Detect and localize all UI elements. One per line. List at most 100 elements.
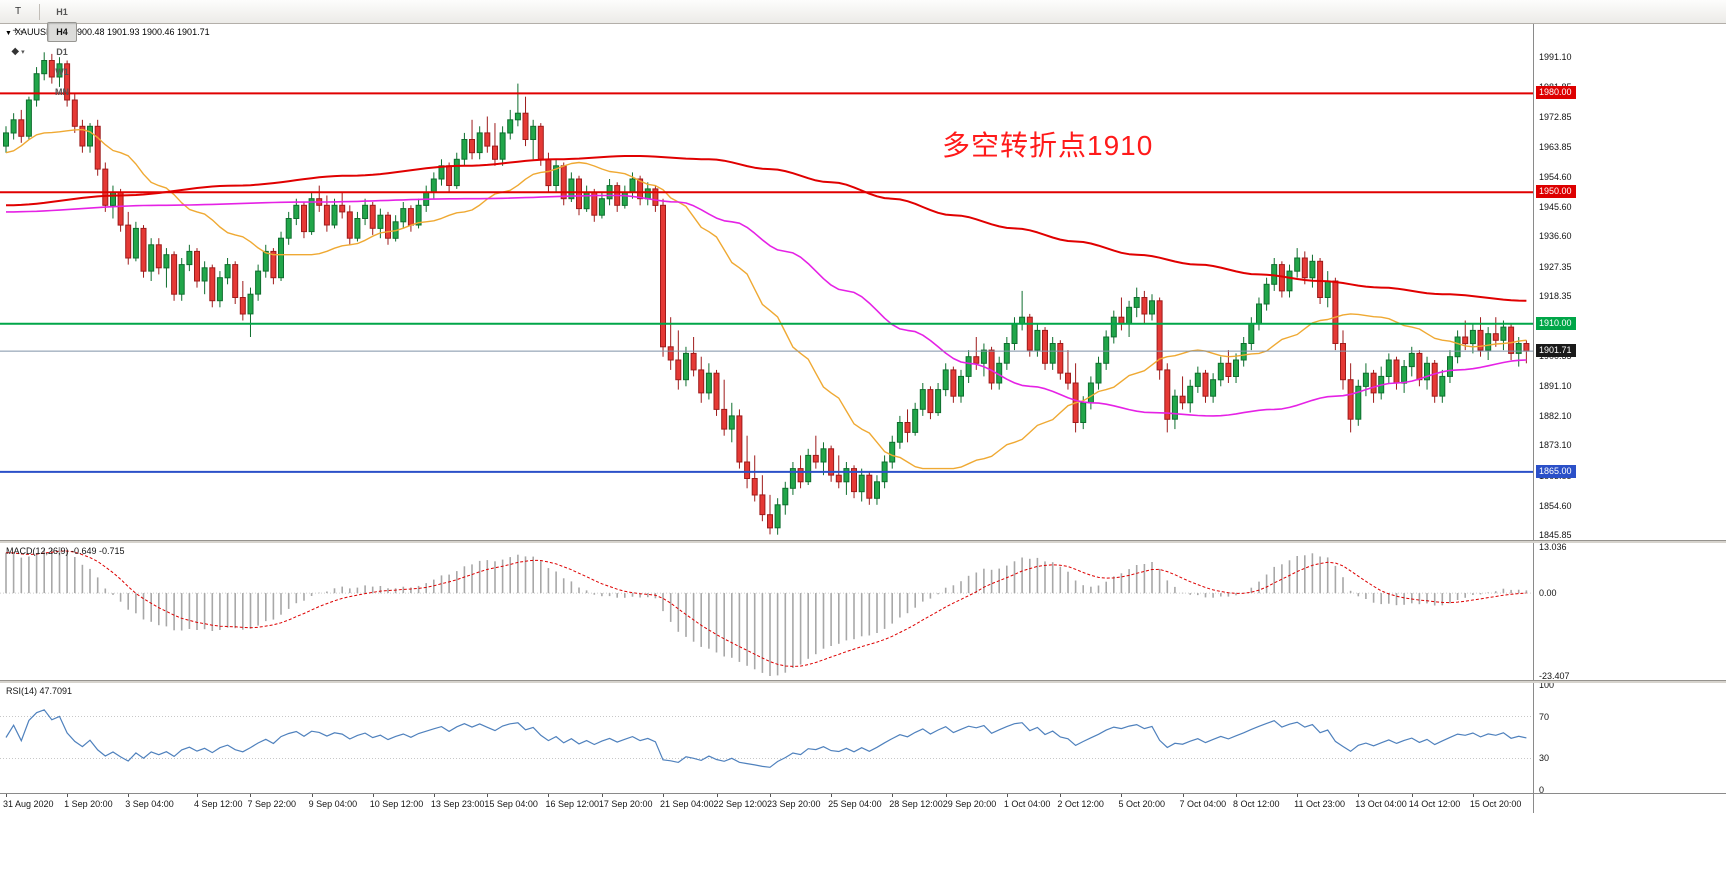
time-axis-tick — [197, 794, 198, 797]
candle — [79, 125, 86, 147]
macd-histogram-bar — [104, 588, 107, 594]
macd-histogram-bar — [180, 593, 183, 631]
candle — [247, 293, 254, 315]
toolbar-tools: ≡AT+▾◆▾ — [3, 0, 33, 62]
time-axis-tick — [1358, 794, 1360, 797]
candle — [950, 369, 957, 397]
text-tool-button[interactable]: T — [4, 2, 32, 22]
macd-histogram-bar — [761, 593, 764, 673]
macd-histogram-bar — [1510, 589, 1512, 594]
panel-separator[interactable] — [0, 680, 1726, 683]
candle — [805, 454, 812, 483]
macd-histogram-bar — [815, 593, 817, 655]
symbol-dropdown-icon[interactable]: ▼ — [5, 30, 12, 37]
price-axis[interactable]: 1991.101981.851972.851963.851954.601945.… — [1533, 24, 1725, 813]
macd-histogram-bar — [524, 556, 527, 594]
time-axis[interactable]: 31 Aug 2020 1 Sep 20:00 3 Sep 04:00 4 Sep 1… — [0, 794, 1533, 813]
candle — [621, 191, 628, 206]
candlestick-chart[interactable] — [0, 24, 1533, 540]
macd-histogram-bar — [371, 586, 374, 594]
shapes-tool-button-glyph: ◆ — [11, 46, 20, 57]
crosshair-tool-button[interactable]: + ▾ — [4, 22, 32, 42]
macd-histogram-bar — [1258, 581, 1260, 594]
macd-histogram-bar — [333, 588, 336, 594]
time-axis-label: 14 Oct 12:00 — [1408, 799, 1461, 809]
candle — [545, 158, 552, 187]
macd-histogram-bar — [1120, 573, 1123, 594]
candle — [919, 389, 926, 410]
candle — [1217, 362, 1224, 381]
candle — [1523, 343, 1530, 352]
time-axis-tick — [716, 794, 718, 797]
macd-histogram-bar — [723, 593, 725, 657]
macd-histogram-bar — [310, 593, 313, 596]
macd-histogram-bar — [784, 593, 787, 673]
macd-histogram-bar — [5, 552, 7, 594]
timeframe-w1-button[interactable]: W1 — [55, 66, 69, 77]
candle — [637, 178, 644, 200]
macd-histogram-bar — [883, 593, 886, 629]
macd-histogram-bar — [142, 593, 145, 620]
candle — [407, 208, 414, 226]
macd-histogram-bar — [303, 593, 305, 601]
macd-histogram-bar — [12, 554, 15, 594]
candle — [155, 244, 162, 269]
candle — [285, 218, 292, 239]
ma-fast-line[interactable] — [5, 128, 1527, 470]
timeframe-h1-button[interactable]: H1 — [56, 6, 68, 17]
candle — [469, 139, 475, 154]
candle — [1393, 359, 1400, 384]
rsi-plot[interactable] — [0, 683, 1533, 793]
macd-plot[interactable] — [0, 543, 1533, 680]
timeframe-d1-button[interactable]: D1 — [56, 46, 68, 57]
macd-histogram-bar — [1074, 580, 1077, 594]
panel-separator[interactable] — [0, 540, 1726, 543]
rsi-panel: RSI(14) 47.7091 — [0, 683, 1533, 793]
macd-histogram-bar — [647, 593, 649, 598]
macd-histogram-bar — [1158, 568, 1161, 594]
timeframe-h4-button[interactable]: H4 — [47, 21, 77, 42]
candle — [132, 227, 139, 259]
candle — [3, 132, 9, 147]
chart-annotation-text[interactable]: 多空转折点1910 — [942, 130, 1154, 161]
candle — [1515, 343, 1522, 354]
time-axis-label: 8 Oct 12:00 — [1233, 799, 1280, 809]
candle — [874, 481, 880, 499]
macd-histogram-bar — [753, 593, 756, 670]
macd-histogram-bar — [860, 593, 863, 637]
macd-histogram-bar — [1311, 553, 1314, 594]
candle — [1110, 316, 1117, 338]
macd-histogram-bar — [226, 593, 229, 628]
time-axis-tick — [1121, 794, 1123, 797]
candle — [56, 63, 63, 78]
macd-histogram-bar — [1403, 593, 1405, 605]
macd-histogram-bar — [349, 588, 351, 594]
candle — [912, 408, 919, 433]
macd-histogram-bar — [593, 593, 596, 595]
macd-histogram-bar — [242, 593, 244, 630]
ma-mid-line[interactable] — [6, 194, 1527, 417]
macd-histogram-bar — [51, 548, 53, 594]
candle — [362, 204, 369, 220]
dropdown-caret-icon: ▾ — [20, 28, 24, 36]
toolbar: ≡AT+▾◆▾ M1M5M15M30H1H4D1W1MN — [0, 0, 1726, 97]
timeframe-mn-button[interactable]: MN — [55, 86, 69, 97]
candle — [858, 474, 865, 493]
macd-histogram-bar — [792, 593, 794, 668]
macd-histogram-bar — [135, 593, 137, 614]
macd-histogram-bar — [425, 583, 427, 594]
macd-histogram-bar — [601, 593, 603, 597]
macd-histogram-bar — [402, 586, 405, 594]
candle — [537, 125, 544, 160]
candle — [1233, 359, 1239, 377]
macd-histogram-bar — [379, 586, 382, 594]
candle — [1263, 283, 1270, 305]
time-axis-label: 1 Sep 20:00 — [64, 799, 113, 809]
candle — [209, 267, 216, 302]
ma-slow-line[interactable] — [5, 155, 1527, 302]
time-axis-label: 11 Oct 23:00 — [1294, 799, 1346, 809]
candle — [1439, 375, 1446, 397]
shapes-tool-button[interactable]: ◆ ▾ — [4, 42, 32, 62]
macd-histogram-bar — [1326, 557, 1329, 594]
candle — [713, 372, 720, 410]
